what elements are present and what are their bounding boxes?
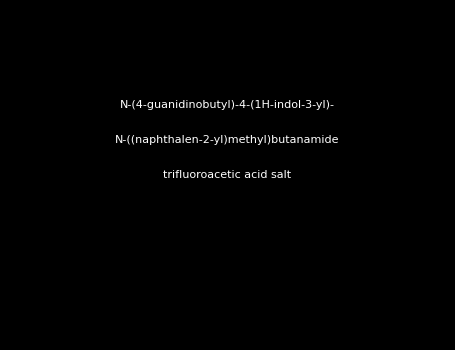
Text: N-((naphthalen-2-yl)methyl)butanamide: N-((naphthalen-2-yl)methyl)butanamide <box>115 135 340 145</box>
Text: N-(4-guanidinobutyl)-4-(1H-indol-3-yl)-: N-(4-guanidinobutyl)-4-(1H-indol-3-yl)- <box>120 100 335 110</box>
Text: trifluoroacetic acid salt: trifluoroacetic acid salt <box>163 170 292 180</box>
